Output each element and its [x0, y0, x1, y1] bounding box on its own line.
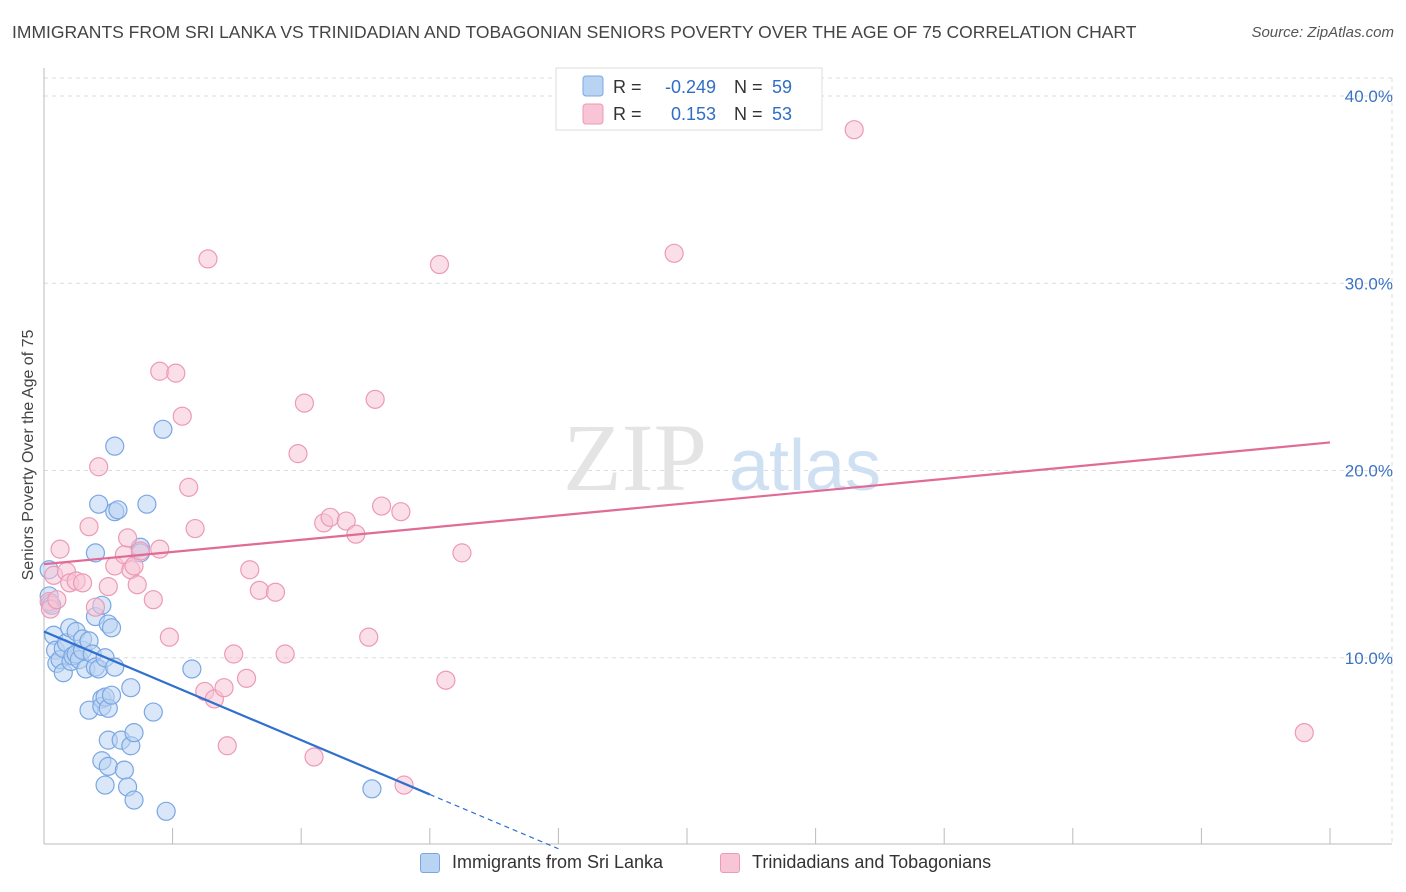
- trinidad-point-21: [150, 539, 170, 559]
- trinidad-point-47: [365, 389, 385, 409]
- trinidad-point-55: [844, 120, 864, 140]
- trinidad-point-43: [320, 507, 340, 527]
- y-axis-label: Seniors Poverty Over the Age of 75: [20, 330, 37, 581]
- watermark: ZIP atlas: [563, 404, 881, 511]
- source-label: Source: ZipAtlas.com: [1251, 24, 1394, 41]
- correlation-legend: R = -0.249 N = 59 R = 0.153 N = 53: [555, 67, 823, 131]
- trinidad-point-39: [288, 444, 308, 464]
- sri-lanka-point-40: [101, 618, 122, 638]
- watermark-atlas: atlas: [729, 426, 881, 506]
- trinidad-point-20: [143, 590, 163, 610]
- sri-lanka-point-41: [105, 436, 125, 456]
- legend-r-value-2: 0.153: [671, 104, 716, 124]
- trinidad-point-10: [85, 597, 106, 617]
- sri-lanka-point-46: [114, 760, 134, 780]
- y-tick-label-1: 20.0%: [1345, 462, 1393, 481]
- sri-lanka-point-44: [108, 500, 128, 520]
- trinidad-point-33: [224, 644, 244, 664]
- trinidad-point-32: [217, 736, 237, 756]
- trinidad-point-46: [359, 627, 379, 647]
- tick-labels: 10.0%20.0%30.0%40.0%0.0%20.0%: [1345, 87, 1393, 668]
- trinidad-point-40: [294, 393, 315, 413]
- trinidad-point-44: [336, 511, 356, 531]
- legend-r-value-1: -0.249: [665, 77, 716, 97]
- trinidad-point-26: [179, 477, 199, 497]
- legend-swatch-sri-lanka: [582, 75, 604, 97]
- trinidad-point-12: [98, 576, 118, 597]
- axes: [43, 68, 1392, 845]
- sri-lanka-point-51: [124, 790, 144, 810]
- trinidad-point-8: [72, 573, 93, 593]
- y-tick-label-3: 40.0%: [1345, 87, 1393, 106]
- trinidad-point-18: [127, 575, 147, 595]
- legend-r-label-1: R =: [613, 77, 642, 97]
- bottom-legend-label-sri-lanka: Immigrants from Sri Lanka: [452, 852, 664, 872]
- trinidad-point-3: [47, 590, 67, 610]
- sri-lanka-point-54: [137, 494, 157, 514]
- trinidad-point-29: [198, 249, 218, 269]
- trinidad-point-15: [117, 528, 138, 548]
- bottom-legend-swatch-sri-lanka: [420, 852, 440, 873]
- y-tick-label-0: 10.0%: [1345, 649, 1393, 668]
- trend-line-sri-lanka-extension: [429, 793, 559, 850]
- legend-n-value-1: 59: [772, 77, 792, 97]
- sri-lanka-point-59: [362, 779, 382, 799]
- trinidad-point-9: [79, 517, 99, 537]
- grid-lines: [44, 77, 1393, 844]
- bottom-legend-swatch-trinidad: [720, 852, 740, 873]
- sri-lanka-point-50: [124, 723, 144, 743]
- trinidad-point-31: [214, 678, 234, 698]
- trinidad-point-36: [249, 580, 270, 600]
- trend-line-sri-lanka: [43, 630, 431, 796]
- sri-lanka-point-36: [95, 775, 115, 795]
- sri-lanka-point-55: [143, 702, 163, 722]
- watermark-zip: ZIP: [563, 404, 707, 511]
- bottom-legend-item-trinidad[interactable]: Trinidadians and Tobagonians: [720, 852, 991, 873]
- bottom-legend: Immigrants from Sri Lanka Trinidadians a…: [0, 852, 1406, 878]
- trinidad-point-35: [240, 560, 260, 580]
- sri-lanka-point-39: [101, 685, 122, 705]
- sri-lanka-point-57: [156, 801, 176, 821]
- trinidad-point-37: [265, 582, 286, 602]
- legend-swatch-trinidad: [582, 103, 604, 125]
- sri-lanka-point-48: [121, 678, 141, 698]
- trinidad-point-4: [50, 539, 70, 559]
- trinidad-point-24: [166, 363, 186, 383]
- series-sri-lanka-points: [39, 419, 382, 821]
- trinidad-point-51: [429, 254, 450, 275]
- sri-lanka-point-56: [153, 419, 173, 439]
- bottom-legend-item-sri-lanka[interactable]: Immigrants from Sri Lanka: [420, 852, 663, 873]
- trinidad-point-22: [150, 361, 170, 381]
- trend-line-trinidad: [43, 441, 1331, 566]
- legend-n-value-2: 53: [772, 104, 792, 124]
- legend-n-label-2: N =: [734, 104, 763, 124]
- sri-lanka-point-30: [85, 543, 106, 563]
- trinidad-point-52: [436, 670, 456, 690]
- trend-lines: [43, 441, 1331, 850]
- chart-title: IMMIGRANTS FROM SRI LANKA VS TRINIDADIAN…: [12, 22, 1137, 42]
- trinidad-point-11: [89, 457, 109, 477]
- sri-lanka-point-38: [98, 756, 118, 776]
- trinidad-point-19: [130, 541, 151, 561]
- trinidad-point-25: [172, 406, 192, 426]
- trinidad-point-34: [236, 668, 257, 688]
- trinidad-point-54: [664, 243, 684, 263]
- sri-lanka-point-31: [89, 494, 109, 514]
- trinidad-point-48: [371, 496, 392, 516]
- trinidad-point-38: [275, 644, 295, 664]
- trinidad-point-53: [452, 543, 472, 563]
- y-tick-label-2: 30.0%: [1345, 274, 1393, 293]
- trinidad-point-41: [304, 747, 324, 767]
- sri-lanka-point-58: [182, 659, 202, 679]
- trinidad-point-56: [1294, 723, 1314, 743]
- legend-n-label-1: N =: [734, 77, 763, 97]
- scatter-chart: ZIP atlas 10.0%20.0%30.0%40.0%0.0%20.0% …: [20, 67, 1393, 850]
- trinidad-point-49: [391, 502, 411, 522]
- trinidad-point-23: [159, 627, 179, 647]
- bottom-legend-label-trinidad: Trinidadians and Tobagonians: [752, 852, 992, 872]
- legend-r-label-2: R =: [613, 104, 642, 124]
- trinidad-point-27: [185, 518, 205, 539]
